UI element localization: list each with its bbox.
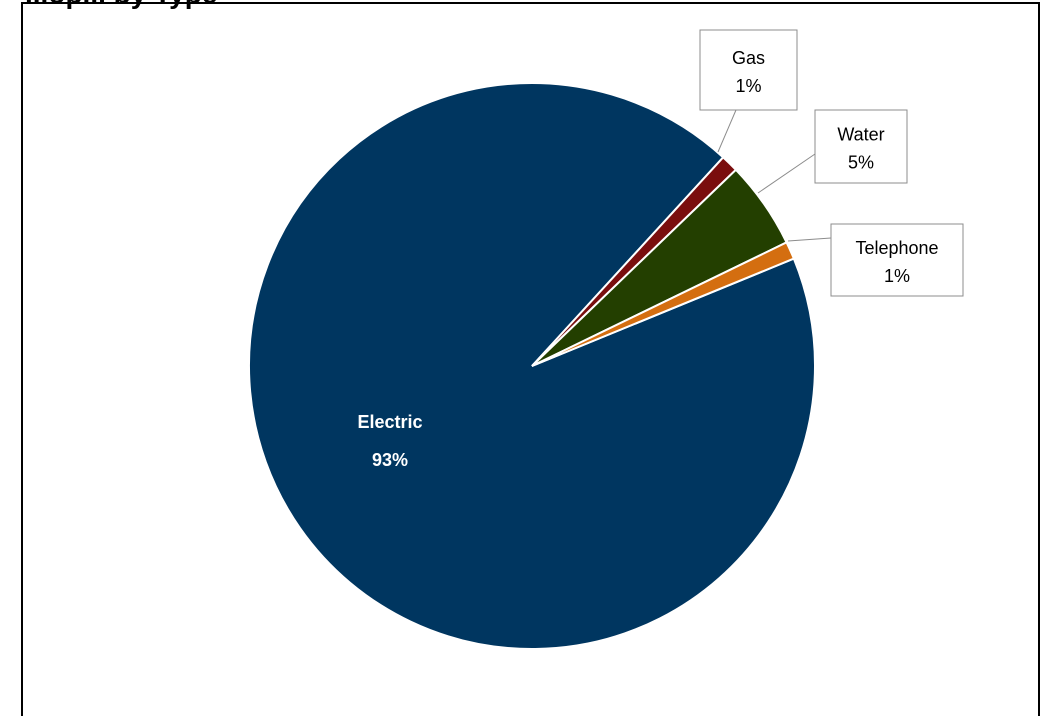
chart-title: ...op... by Type — [25, 0, 217, 10]
data-label-electric-value: 93% — [372, 450, 408, 470]
data-label-water-value: 5% — [848, 153, 874, 173]
data-label-telephone-value: 1% — [884, 266, 910, 286]
data-label-gas-value: 1% — [735, 76, 761, 96]
data-label-telephone-name: Telephone — [855, 238, 938, 258]
callout-box-telephone — [830, 223, 964, 297]
callout-box-gas — [699, 29, 798, 111]
leader-line-water — [757, 153, 816, 194]
pie-labels: Electric 93% Telephone 1% Water 5% Gas 1% — [357, 29, 964, 470]
data-label-electric-name: Electric — [357, 412, 422, 432]
data-label-gas-name: Gas — [732, 48, 765, 68]
callout-box-water — [814, 109, 908, 184]
pie-slices — [248, 81, 816, 650]
data-label-water-name: Water — [837, 125, 884, 145]
pie-slice-gas — [531, 241, 796, 367]
leader-line-telephone — [787, 237, 832, 242]
leader-line-gas — [717, 109, 737, 153]
